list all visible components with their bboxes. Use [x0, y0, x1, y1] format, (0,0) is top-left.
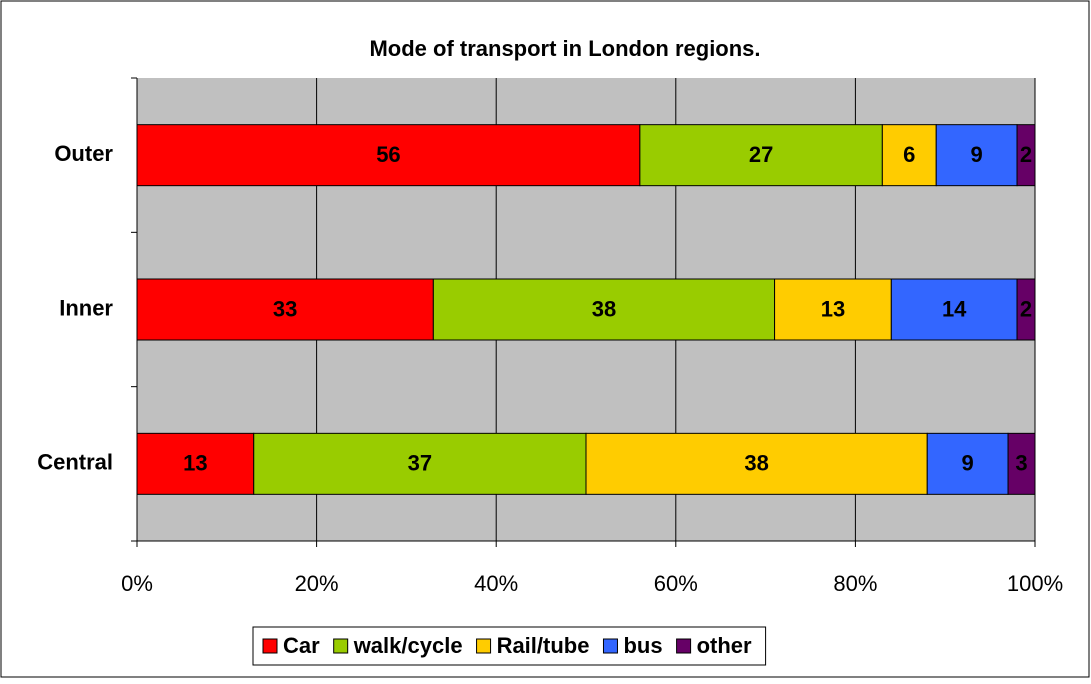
data-label: 9	[971, 142, 983, 167]
bar-segment	[926, 432, 1009, 495]
legend-swatch	[676, 638, 692, 654]
bar-segment	[585, 432, 928, 495]
bar-segment	[136, 432, 255, 495]
legend-label: walk/cycle	[353, 633, 463, 658]
data-label: 27	[749, 142, 773, 167]
data-label: 13	[183, 451, 207, 476]
bar-segment	[774, 278, 892, 341]
legend-swatch	[602, 638, 618, 654]
data-label: 56	[376, 142, 400, 167]
bar-segment	[1016, 124, 1036, 187]
data-label: 37	[408, 451, 432, 476]
legend-label: Rail/tube	[497, 633, 590, 658]
data-label: 33	[273, 296, 297, 321]
legend-label: other	[697, 633, 752, 658]
bar-segment	[1007, 432, 1036, 495]
data-label: 38	[744, 451, 768, 476]
bar-segment	[890, 278, 1018, 341]
data-label: 14	[942, 296, 967, 321]
legend-label: bus	[623, 633, 662, 658]
x-tick-label: 80%	[833, 571, 877, 596]
data-label: 2	[1020, 296, 1032, 321]
chart-title: Mode of transport in London regions.	[369, 36, 760, 61]
x-tick-label: 60%	[654, 571, 698, 596]
y-tick-label: Central	[37, 450, 113, 475]
x-tick-label: 0%	[121, 571, 153, 596]
x-tick-label: 100%	[1007, 571, 1063, 596]
legend-swatch	[476, 638, 492, 654]
data-label: 2	[1020, 142, 1032, 167]
bar-segment	[639, 124, 883, 187]
bar-segment	[432, 278, 776, 341]
data-label: 13	[821, 296, 845, 321]
x-tick-label: 20%	[295, 571, 339, 596]
data-label: 9	[962, 451, 974, 476]
legend-swatch	[262, 638, 278, 654]
data-label: 3	[1015, 451, 1027, 476]
legend-label: Car	[283, 633, 320, 658]
bar-segment	[136, 278, 434, 341]
y-tick-label: Outer	[54, 141, 113, 166]
bar-segment	[1016, 278, 1036, 341]
legend-swatch	[333, 638, 349, 654]
y-tick-label: Inner	[59, 295, 113, 320]
data-label: 38	[592, 296, 616, 321]
data-label: 6	[903, 142, 915, 167]
bar-segment	[253, 432, 587, 495]
bar-segment	[881, 124, 937, 187]
bar-segment	[935, 124, 1018, 187]
x-tick-label: 40%	[474, 571, 518, 596]
